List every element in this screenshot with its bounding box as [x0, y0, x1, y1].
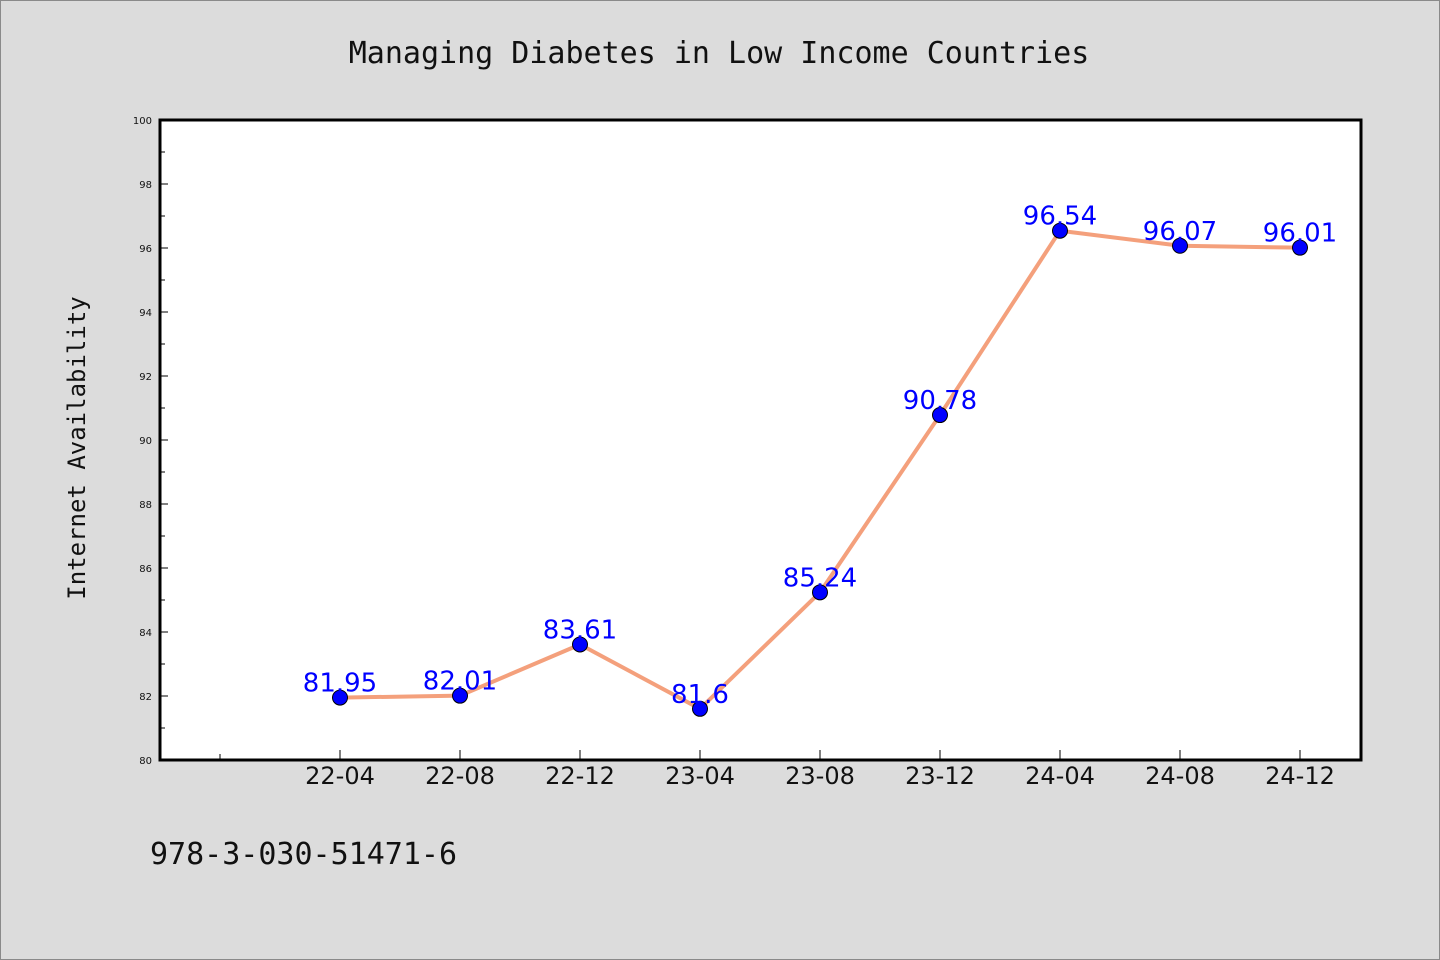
x-tick-label: 23-08 [785, 762, 855, 790]
y-tick-label: 82 [139, 692, 152, 703]
data-point-marker [572, 636, 588, 653]
data-point-marker [812, 584, 828, 601]
chart-title: Managing Diabetes in Low Income Countrie… [349, 36, 1090, 71]
x-tick-label: 24-12 [1265, 762, 1335, 790]
plot-area [160, 120, 1361, 760]
y-tick-label: 92 [139, 372, 152, 383]
axis-ticks: 80 82 84 86 88 90 92 94 96 98 100 22-04 22-08 22-12 23… [133, 116, 1335, 790]
x-tick-label: 23-12 [905, 762, 975, 790]
x-tick-label: 22-04 [305, 762, 375, 790]
y-tick-label: 80 [139, 756, 152, 767]
data-label: 96.54 [1023, 202, 1097, 232]
data-point-marker [1052, 222, 1068, 239]
x-tick-label: 24-08 [1145, 762, 1215, 790]
data-point-marker [932, 407, 948, 424]
y-tick-label: 96 [139, 244, 152, 255]
data-label: 82.01 [423, 667, 497, 697]
data-label: 81.6 [671, 680, 729, 710]
y-tick-label: 84 [139, 628, 152, 639]
data-point-marker [692, 700, 708, 717]
x-tick-label: 24-04 [1025, 762, 1095, 790]
x-tick-label: 23-04 [665, 762, 735, 790]
data-label: 83.61 [543, 615, 617, 645]
data-label: 85.24 [783, 563, 857, 593]
y-tick-label: 98 [139, 180, 152, 191]
y-tick-label: 86 [139, 564, 152, 575]
data-label: 96.01 [1263, 219, 1337, 249]
footer-isbn: 978-3-030-51471-6 [150, 837, 457, 872]
data-point-marker [1172, 237, 1188, 254]
data-markers [332, 222, 1308, 717]
y-tick-label: 88 [139, 500, 152, 511]
data-point-marker [452, 687, 468, 704]
data-label: 81.95 [303, 669, 377, 699]
y-axis-label: Internet Availability [63, 296, 91, 599]
y-tick-label: 90 [139, 436, 152, 447]
data-point-marker [332, 689, 348, 706]
y-tick-label: 100 [133, 116, 152, 127]
y-tick-label: 94 [139, 308, 152, 319]
data-labels: 81.95 82.01 83.61 81.6 85.24 90.78 96.54 96.07 9… [303, 202, 1337, 710]
x-tick-label: 22-08 [425, 762, 495, 790]
x-tick-label: 22-12 [545, 762, 615, 790]
plot-border [158, 118, 1363, 762]
data-label: 90.78 [903, 386, 977, 416]
data-point-marker [1292, 239, 1308, 256]
data-label: 96.07 [1143, 217, 1217, 247]
